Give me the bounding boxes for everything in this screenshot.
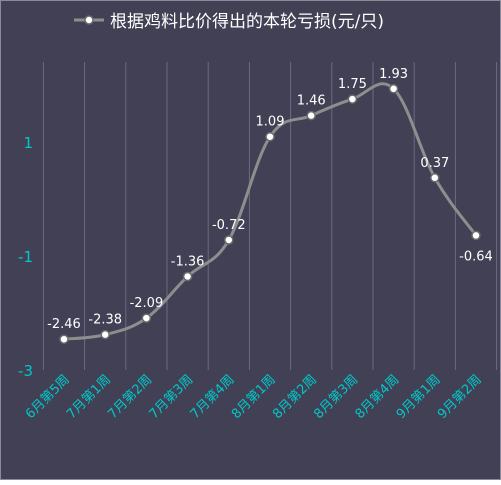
data-label: -2.09 [130,296,164,311]
data-label: 0.37 [420,156,449,171]
y-tick-label: -3 [18,362,33,380]
series-markers [59,84,481,344]
data-point [182,271,193,282]
data-label: -0.72 [212,218,246,233]
y-tick-label: -1 [18,248,33,266]
data-label: 1.46 [297,94,326,109]
chart-title: 根据鸡料比价得出的本轮亏损(元/只) [110,12,384,32]
data-point [471,230,481,241]
data-point [388,84,399,94]
legend: 根据鸡料比价得出的本轮亏损(元/只) [74,12,384,32]
data-point [224,235,234,245]
y-tick-label: 1 [23,134,33,152]
data-label: 1.93 [379,67,408,82]
data-label: 1.09 [256,115,285,130]
data-label: 1.75 [338,77,367,92]
data-labels: -2.46 -2.38 -2.09 -1.36 -0.72 1.09 1.46 1.75 1.9… [47,67,493,332]
data-point [347,94,358,104]
data-point [306,110,316,121]
y-axis: 1 -1 -3 [18,134,33,380]
data-label: -1.36 [171,254,205,269]
data-point [265,131,275,142]
legend-marker-swatch [84,15,94,25]
gridlines [42,62,498,370]
data-point [141,313,152,323]
data-label: -2.46 [47,317,81,332]
data-point [100,329,110,340]
data-point [430,173,440,183]
data-label: -2.38 [88,313,122,328]
data-label: -0.64 [459,249,493,264]
data-point [59,334,69,344]
